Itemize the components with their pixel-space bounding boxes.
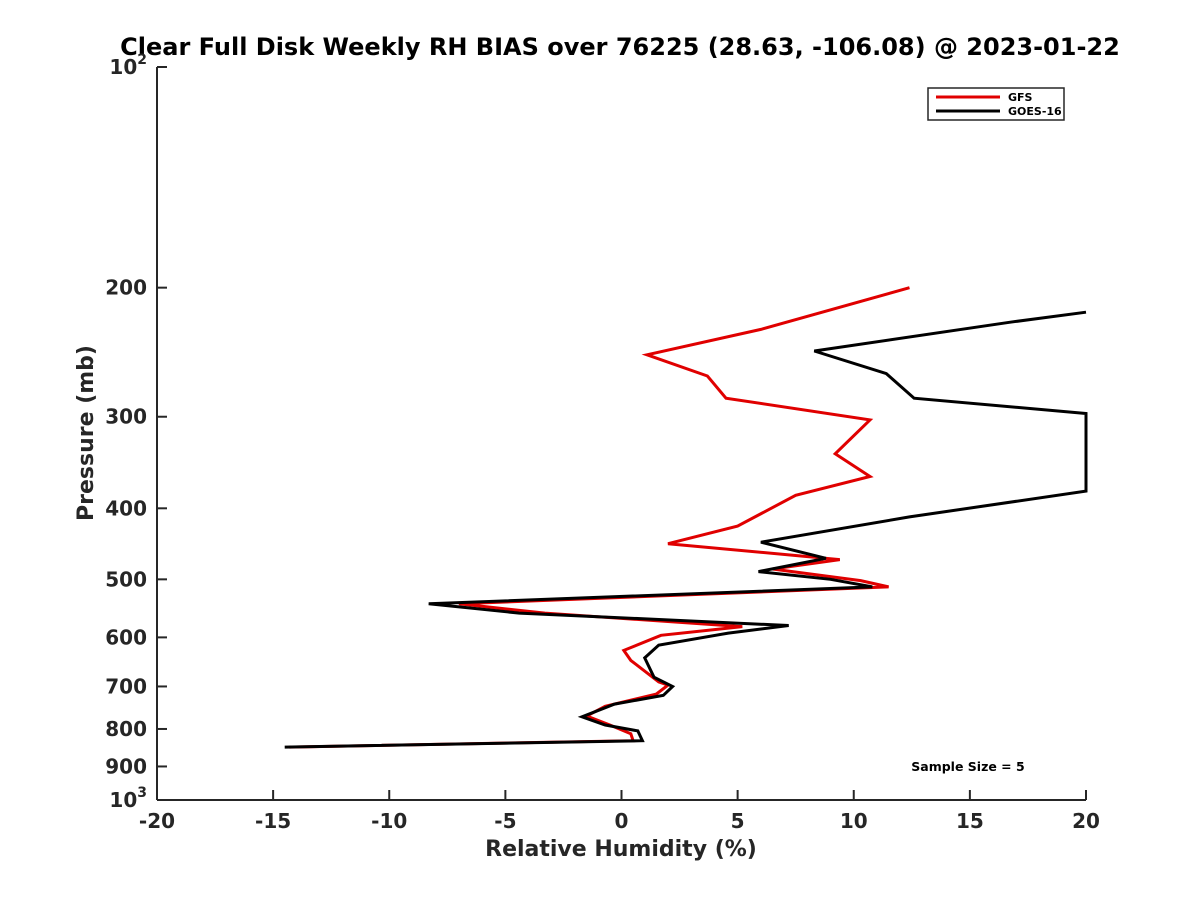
x-tick-label: -15 — [255, 809, 291, 833]
y-tick-label: 300 — [105, 405, 147, 429]
x-tick-label: 5 — [731, 809, 745, 833]
y-tick-label: 400 — [105, 496, 147, 520]
x-axis-ticks: -20 -15 -10 -5 0 5 10 15 20 — [139, 790, 1100, 833]
y-axis-ticks: 102 200 300 400 500 600 700 800 900 103 — [105, 52, 167, 812]
plot-area — [156, 67, 1086, 801]
legend-label: GOES-16 — [1008, 105, 1062, 118]
y-tick-label: 500 — [105, 567, 147, 591]
y-tick-label: 103 — [109, 785, 147, 812]
x-tick-label: 10 — [840, 809, 868, 833]
chart-title: Clear Full Disk Weekly RH BIAS over 7622… — [120, 33, 1120, 61]
series-line-gfs — [289, 286, 910, 749]
x-tick-label: -10 — [371, 809, 407, 833]
series-lines — [284, 286, 1088, 749]
x-tick-label: 0 — [615, 809, 629, 833]
legend-label: GFS — [1008, 91, 1033, 104]
y-axis-label: Pressure (mb) — [74, 345, 99, 521]
sample-size-annotation: Sample Size = 5 — [911, 759, 1024, 774]
y-tick-label: 600 — [105, 625, 147, 649]
x-tick-label: 20 — [1072, 809, 1100, 833]
x-axis-label: Relative Humidity (%) — [485, 837, 757, 862]
series-line-goes-16 — [284, 310, 1088, 749]
y-tick-label: 900 — [105, 754, 147, 778]
x-tick-label: -20 — [139, 809, 175, 833]
y-tick-label: 700 — [105, 674, 147, 698]
legend-box — [927, 87, 1065, 121]
y-tick-label: 200 — [105, 276, 147, 300]
y-tick-label: 102 — [109, 52, 147, 79]
x-tick-label: 15 — [956, 809, 984, 833]
y-tick-label: 800 — [105, 717, 147, 741]
x-tick-label: -5 — [494, 809, 516, 833]
